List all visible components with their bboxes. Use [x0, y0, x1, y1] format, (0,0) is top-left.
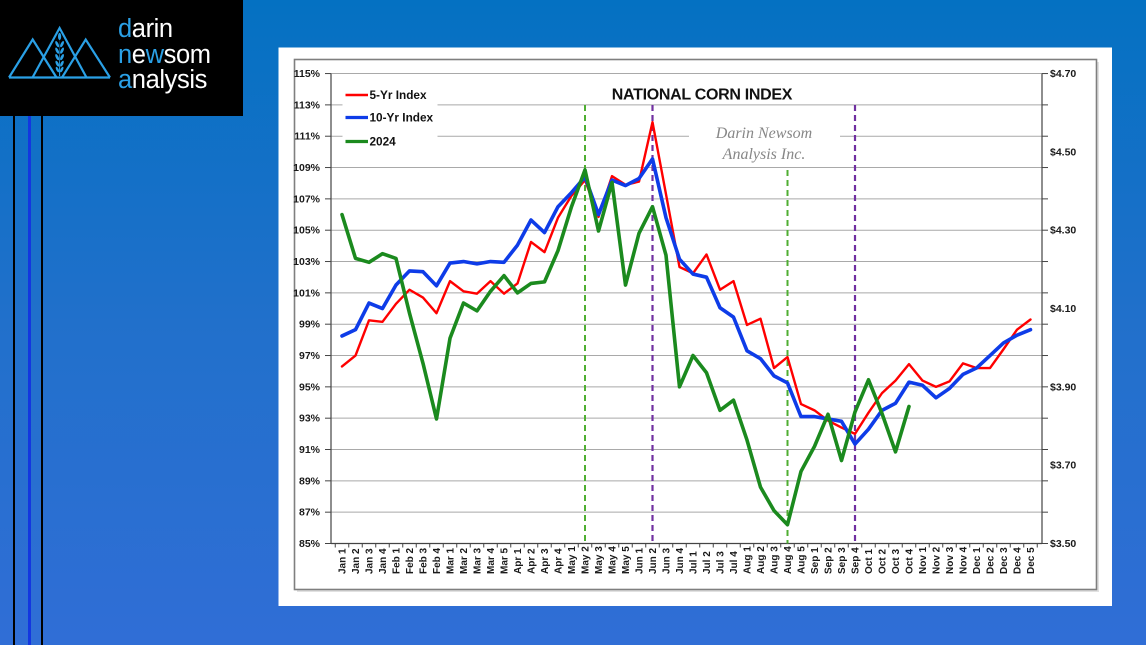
- svg-text:Analysis Inc.: Analysis Inc.: [722, 146, 806, 163]
- svg-text:Aug 2: Aug 2: [756, 546, 767, 574]
- svg-text:99%: 99%: [299, 319, 321, 331]
- svg-text:May 4: May 4: [608, 546, 619, 574]
- svg-text:Oct 2: Oct 2: [878, 549, 889, 574]
- svg-text:Aug 1: Aug 1: [743, 546, 754, 574]
- svg-text:Apr 4: Apr 4: [554, 548, 565, 574]
- svg-text:Jun 2: Jun 2: [648, 547, 659, 574]
- svg-text:89%: 89%: [299, 475, 321, 487]
- svg-text:Nov 4: Nov 4: [959, 546, 970, 574]
- svg-text:Apr 1: Apr 1: [513, 548, 524, 574]
- svg-text:113%: 113%: [294, 99, 321, 111]
- svg-text:Dec 5: Dec 5: [1026, 547, 1037, 574]
- svg-text:91%: 91%: [299, 444, 321, 456]
- svg-text:Sep 3: Sep 3: [837, 547, 848, 574]
- svg-text:105%: 105%: [293, 225, 321, 237]
- svg-text:Feb 4: Feb 4: [432, 547, 443, 574]
- svg-text:Dec 4: Dec 4: [1013, 547, 1024, 574]
- svg-text:95%: 95%: [299, 381, 321, 393]
- svg-text:101%: 101%: [293, 287, 321, 299]
- svg-text:May 3: May 3: [594, 546, 605, 574]
- svg-text:Jan 4: Jan 4: [378, 548, 389, 574]
- svg-text:97%: 97%: [299, 350, 321, 362]
- svg-text:Aug 5: Aug 5: [797, 546, 808, 574]
- svg-text:Nov 3: Nov 3: [945, 546, 956, 574]
- svg-text:Dec 1: Dec 1: [972, 547, 983, 574]
- svg-text:Jul 3: Jul 3: [716, 551, 727, 574]
- svg-text:Jun 1: Jun 1: [635, 547, 646, 574]
- svg-text:Jun 3: Jun 3: [662, 547, 673, 574]
- svg-text:NATIONAL CORN INDEX: NATIONAL CORN INDEX: [612, 87, 793, 104]
- svg-text:Feb 2: Feb 2: [405, 547, 416, 574]
- svg-text:$4.70: $4.70: [1050, 68, 1076, 80]
- svg-text:2024: 2024: [370, 135, 397, 149]
- svg-text:Jan 1: Jan 1: [338, 548, 349, 574]
- svg-text:5-Yr Index: 5-Yr Index: [370, 88, 427, 102]
- svg-text:Jan 3: Jan 3: [365, 548, 376, 574]
- svg-text:Dec 2: Dec 2: [986, 547, 997, 574]
- svg-text:Dec 3: Dec 3: [999, 547, 1010, 574]
- svg-text:May 5: May 5: [621, 546, 632, 574]
- svg-text:$3.90: $3.90: [1050, 381, 1076, 393]
- svg-text:Oct 3: Oct 3: [891, 549, 902, 574]
- svg-text:Darin Newsom: Darin Newsom: [715, 125, 812, 142]
- svg-text:Mar 1: Mar 1: [446, 547, 457, 574]
- svg-text:Mar 2: Mar 2: [459, 547, 470, 574]
- svg-text:87%: 87%: [299, 507, 321, 519]
- svg-text:107%: 107%: [293, 193, 321, 205]
- svg-text:Mar 4: Mar 4: [486, 547, 497, 574]
- svg-text:Oct 4: Oct 4: [905, 549, 916, 574]
- svg-text:Sep 4: Sep 4: [851, 547, 862, 574]
- svg-text:Apr 2: Apr 2: [527, 548, 538, 574]
- svg-text:Feb 1: Feb 1: [392, 547, 403, 574]
- svg-text:Apr 3: Apr 3: [540, 548, 551, 574]
- svg-text:May 1: May 1: [567, 546, 578, 574]
- svg-text:10-Yr Index: 10-Yr Index: [370, 111, 434, 125]
- svg-text:$3.50: $3.50: [1050, 538, 1076, 550]
- svg-text:$4.10: $4.10: [1050, 303, 1076, 315]
- svg-text:Sep 1: Sep 1: [810, 547, 821, 574]
- svg-text:109%: 109%: [293, 162, 321, 174]
- svg-text:85%: 85%: [299, 538, 321, 550]
- svg-text:93%: 93%: [299, 413, 321, 425]
- svg-text:Aug 4: Aug 4: [783, 546, 794, 574]
- svg-text:111%: 111%: [294, 131, 320, 143]
- svg-text:Jun 4: Jun 4: [675, 547, 686, 574]
- svg-text:Nov 2: Nov 2: [932, 546, 943, 574]
- svg-text:$4.50: $4.50: [1050, 146, 1076, 158]
- svg-text:Mar 3: Mar 3: [473, 547, 484, 574]
- svg-text:Aug 3: Aug 3: [770, 546, 781, 574]
- svg-text:$4.30: $4.30: [1050, 225, 1076, 237]
- svg-text:Oct 1: Oct 1: [864, 549, 875, 574]
- svg-text:Sep 2: Sep 2: [824, 547, 835, 574]
- svg-text:May 2: May 2: [581, 546, 592, 574]
- svg-text:Jul 4: Jul 4: [729, 551, 740, 574]
- svg-text:Nov 1: Nov 1: [918, 546, 929, 574]
- svg-text:Mar 5: Mar 5: [500, 547, 511, 574]
- svg-text:Feb 3: Feb 3: [419, 547, 430, 574]
- svg-text:115%: 115%: [294, 68, 321, 80]
- svg-text:103%: 103%: [293, 256, 321, 268]
- svg-text:Jan 2: Jan 2: [351, 548, 362, 574]
- svg-text:$3.70: $3.70: [1050, 460, 1076, 472]
- svg-text:Jul 1: Jul 1: [689, 551, 700, 574]
- svg-text:Jul 2: Jul 2: [702, 551, 713, 574]
